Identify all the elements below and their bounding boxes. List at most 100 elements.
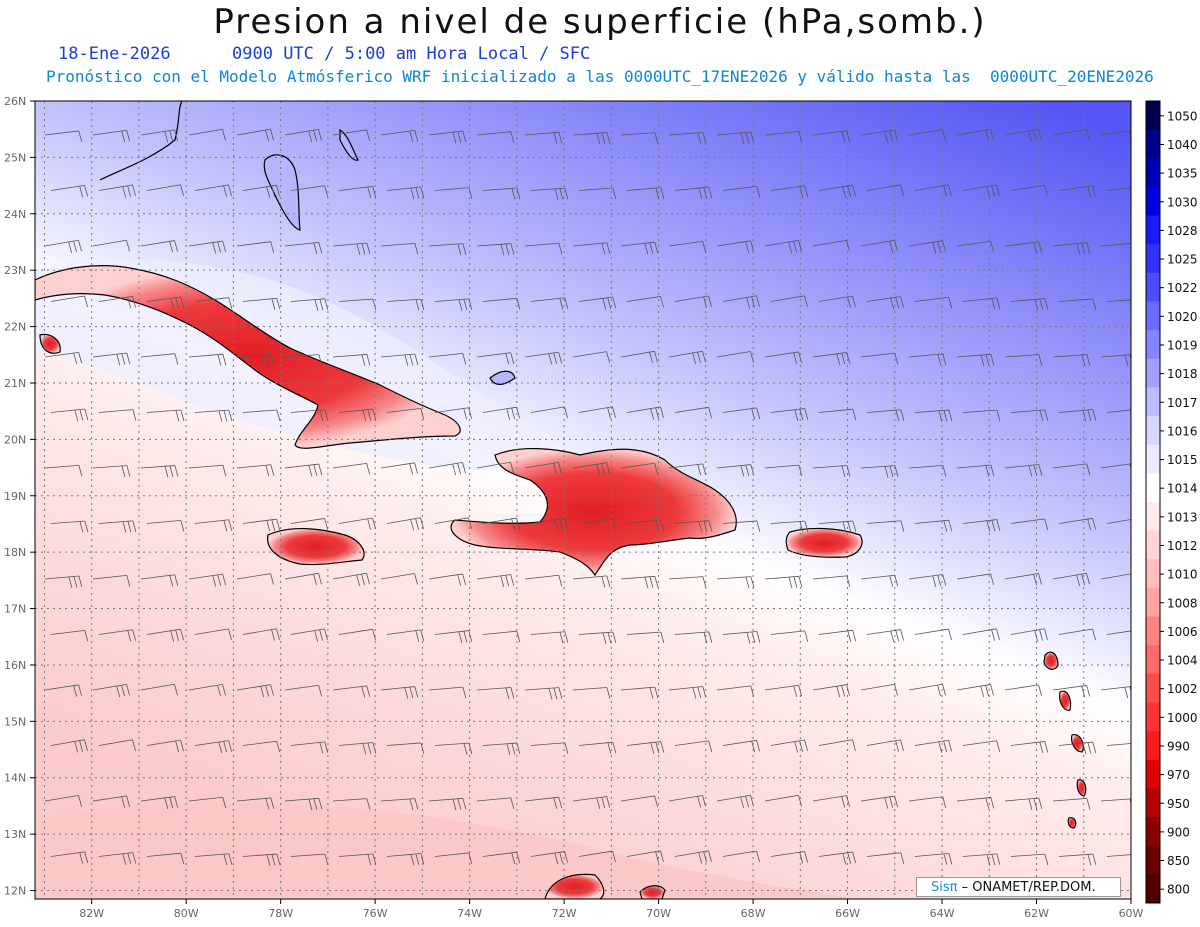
wind-barb [236, 128, 274, 142]
wind-barb [428, 243, 467, 256]
wind-barb [770, 295, 808, 307]
lon-tick-label: 62W [1024, 907, 1049, 920]
wind-barb [482, 742, 521, 755]
florida-keys [99, 101, 183, 181]
wind-barb [674, 631, 713, 644]
colorbar-label: 1000 [1167, 711, 1198, 725]
wind-barb [764, 131, 803, 143]
wind-barb [620, 795, 659, 808]
wind-barb [962, 740, 1001, 752]
wind-barb [674, 520, 713, 533]
wind-barb [818, 295, 856, 308]
wind-barb [956, 464, 995, 477]
lat-tick-label: 20N [4, 433, 26, 446]
wind-barb [578, 741, 617, 754]
wind-barb [434, 852, 473, 864]
wind-barb [482, 187, 521, 200]
wind-barb [428, 686, 467, 699]
lat-tick-label: 12N [4, 885, 26, 898]
wind-barb [578, 850, 616, 863]
wind-barb [290, 741, 329, 754]
wind-barb [141, 909, 178, 920]
wind-barb [620, 350, 658, 364]
wind-barb [812, 465, 851, 477]
lon-tick-label: 68W [741, 907, 766, 920]
wind-barb [242, 740, 281, 753]
wind-barb [530, 518, 569, 532]
wind-barb [290, 853, 329, 866]
wind-barb [338, 408, 377, 422]
wind-barb [716, 794, 754, 809]
wind-barb [674, 740, 713, 752]
wind-barb [1106, 409, 1131, 413]
wind-barb [818, 739, 856, 751]
wind-barb [428, 353, 467, 365]
map-frame [34, 100, 1132, 900]
wind-barb [338, 628, 376, 641]
colorbar-label: 990 [1167, 739, 1190, 753]
wind-barb [236, 573, 274, 585]
wind-barb [578, 631, 617, 644]
wind-barb [908, 240, 946, 254]
wind-barb [44, 239, 82, 254]
wind-barb [668, 795, 706, 808]
wind-barb [573, 906, 610, 918]
wind-barb [140, 353, 179, 365]
wind-barb [194, 297, 233, 309]
lat-tick-label: 22N [4, 321, 26, 334]
wind-barb [524, 687, 563, 700]
wind-barb [957, 910, 994, 921]
wind-barb [716, 131, 755, 144]
wind-barb [572, 796, 611, 809]
wind-barb [332, 354, 371, 366]
wind-barb [1106, 743, 1131, 746]
wind-barb [140, 465, 179, 478]
wind-barb [1010, 518, 1049, 530]
colorbar-label: 800 [1167, 883, 1190, 897]
colorbar-swatch [1146, 158, 1160, 188]
wind-barb [236, 684, 274, 698]
wind-barb [1100, 573, 1131, 580]
grenada [1067, 817, 1077, 829]
colorbar: 1050 1040 1035 1030 1028 1025 1022 1020 1019 1018… [1145, 100, 1198, 904]
wind-barb [962, 519, 1001, 532]
wind-barb [962, 409, 1001, 422]
wind-barb [962, 628, 1000, 641]
colorbar-swatch [1146, 731, 1160, 761]
colorbar-label: 1008 [1167, 596, 1198, 610]
wind-barb [380, 129, 419, 143]
land-masses [35, 101, 1087, 899]
lat-tick-label: 13N [4, 828, 26, 841]
colorbar-label: 1030 [1167, 195, 1198, 209]
wind-barb [92, 129, 131, 143]
wind-barbs [44, 128, 1131, 921]
colorbar-label: 1002 [1167, 682, 1198, 696]
wind-barb [956, 797, 995, 810]
wind-barb [242, 853, 281, 866]
wind-barb [812, 130, 851, 143]
wind-barb [908, 683, 946, 697]
wind-barb [956, 128, 994, 142]
wind-barb [770, 851, 809, 864]
wind-barb [92, 465, 131, 478]
sispi-logo: Sisπ [931, 880, 958, 895]
colorbar-swatch [1146, 645, 1160, 675]
wind-barb [812, 795, 850, 808]
wind-barb [530, 742, 569, 754]
wind-barb [482, 297, 521, 310]
wind-barb [1004, 354, 1043, 366]
wind-barb [242, 518, 281, 532]
wind-barb [1058, 517, 1096, 531]
wind-barb [98, 184, 136, 198]
hispaniola [450, 448, 737, 577]
wind-barb [140, 683, 178, 696]
wind-barb [914, 628, 952, 641]
wind-barb [722, 631, 761, 644]
wind-barb [92, 352, 131, 366]
wind-barb [50, 408, 89, 422]
wind-barb [866, 852, 905, 864]
venezuela-coast [544, 873, 605, 899]
wind-barb [1010, 409, 1049, 422]
wind-barb [914, 852, 953, 865]
wind-barb [716, 351, 754, 363]
